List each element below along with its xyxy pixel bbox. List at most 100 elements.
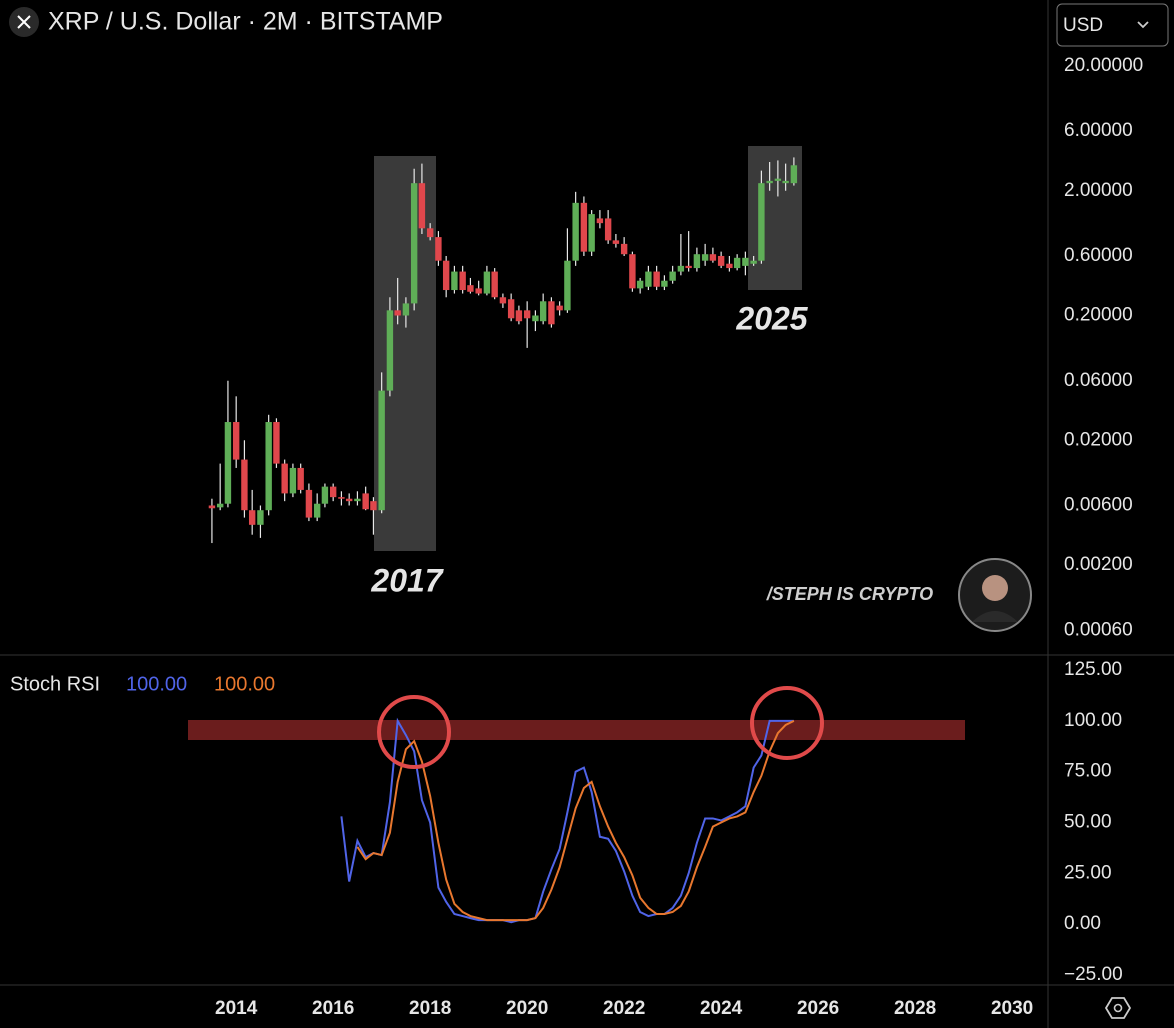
candle-body [645, 271, 652, 287]
candle-body [483, 271, 491, 294]
candle-body [499, 297, 507, 304]
symbol-icon-glyph [17, 15, 31, 29]
x-tick-label: 2014 [215, 998, 258, 1019]
candle-body [653, 271, 660, 287]
candle-body [758, 183, 765, 261]
y-tick-label: 50.00 [1064, 812, 1112, 833]
chart-title: XRP / U.S. Dollar · 2M · BITSTAMP [48, 8, 443, 36]
candle-body [556, 305, 563, 311]
candle-body [442, 260, 450, 291]
candle-body [435, 237, 442, 261]
candle-body [726, 263, 733, 269]
y-tick-label: 0.00 [1064, 913, 1101, 934]
indicator-value: 100.00 [214, 673, 275, 695]
y-tick-label: 75.00 [1064, 761, 1112, 782]
candle-body [289, 467, 297, 494]
candle-body [507, 299, 515, 319]
currency-label: USD [1063, 15, 1103, 36]
candle-body [685, 265, 692, 269]
candle-body [515, 310, 523, 322]
candle-body [475, 288, 482, 294]
y-tick-label: 0.60000 [1064, 245, 1133, 266]
annotation: 2025 [735, 300, 808, 336]
candle-body [669, 271, 676, 281]
x-tick-label: 2016 [312, 998, 354, 1019]
candle-body [370, 501, 377, 511]
candle-body [248, 510, 256, 525]
x-tick-label: 2028 [894, 998, 936, 1019]
candle-body [394, 310, 401, 316]
candle-body [273, 422, 280, 464]
candle-body [588, 214, 595, 252]
x-tick-label: 2022 [603, 998, 645, 1019]
stoch-line [356, 719, 795, 922]
candle-body [717, 255, 725, 266]
indicator-value: 100.00 [126, 673, 187, 695]
candle-body [750, 260, 757, 264]
y-tick-label: −25.00 [1064, 964, 1123, 985]
y-tick-label: 0.00060 [1064, 619, 1133, 640]
candle-body [572, 202, 579, 261]
candle-body [241, 459, 248, 511]
candle-body [766, 180, 773, 184]
candle-body [612, 240, 620, 244]
watermark: /STEPH IS CRYPTO [766, 584, 933, 604]
candle-body [523, 310, 531, 319]
candle-body [329, 486, 337, 498]
y-tick-label: 0.00600 [1064, 495, 1133, 516]
candle-body [410, 183, 418, 304]
candle-body [742, 257, 749, 266]
candle-body [362, 493, 369, 510]
candle-body [693, 254, 701, 269]
y-tick-label: 0.00200 [1064, 554, 1133, 575]
candle-body [265, 422, 272, 511]
candle-body [564, 260, 571, 311]
candle-body [467, 285, 474, 292]
candle-body [774, 178, 782, 181]
candle-body [532, 315, 539, 322]
candle-body [620, 243, 628, 255]
y-tick-label: 25.00 [1064, 862, 1112, 883]
candle-body [548, 301, 555, 325]
y-tick-label: 0.02000 [1064, 429, 1133, 450]
candle-body [733, 257, 741, 269]
candle-body [224, 422, 232, 504]
x-tick-label: 2026 [797, 998, 839, 1019]
highlight-circle [377, 695, 451, 769]
candle-body [378, 390, 385, 511]
y-tick-label: 0.20000 [1064, 305, 1133, 326]
candle-body [629, 254, 636, 289]
candle-body [281, 463, 288, 494]
x-tick-label: 2024 [700, 998, 743, 1019]
y-tick-label: 125.00 [1064, 659, 1122, 680]
candle-body [257, 510, 264, 525]
settings-button[interactable] [1104, 997, 1132, 1019]
candle-body [451, 271, 458, 291]
candle-body [661, 280, 668, 287]
y-tick-label: 100.00 [1064, 710, 1122, 731]
candle-body [604, 218, 612, 241]
x-tick-label: 2018 [409, 998, 451, 1019]
candle-body [491, 271, 498, 298]
settings-icon [1113, 1003, 1123, 1013]
highlight-circle [750, 686, 824, 760]
x-tick-label: 2020 [506, 998, 548, 1019]
y-tick-label: 20.00000 [1064, 55, 1143, 76]
avatar-body [972, 611, 1018, 622]
candle-body [386, 310, 394, 391]
candle-body [216, 503, 224, 508]
candle-body [354, 498, 361, 502]
candle-body [418, 183, 426, 229]
candle-body [338, 497, 345, 499]
candle-body [345, 498, 353, 502]
candle-body [402, 303, 410, 316]
candle-body [701, 254, 709, 261]
currency-dropdown[interactable] [1056, 3, 1169, 47]
candle-body [580, 202, 588, 252]
candle-body [636, 280, 644, 289]
indicator-title: Stoch RSI [10, 673, 100, 695]
x-tick-label: 2030 [991, 998, 1033, 1019]
candle-body [677, 265, 685, 272]
